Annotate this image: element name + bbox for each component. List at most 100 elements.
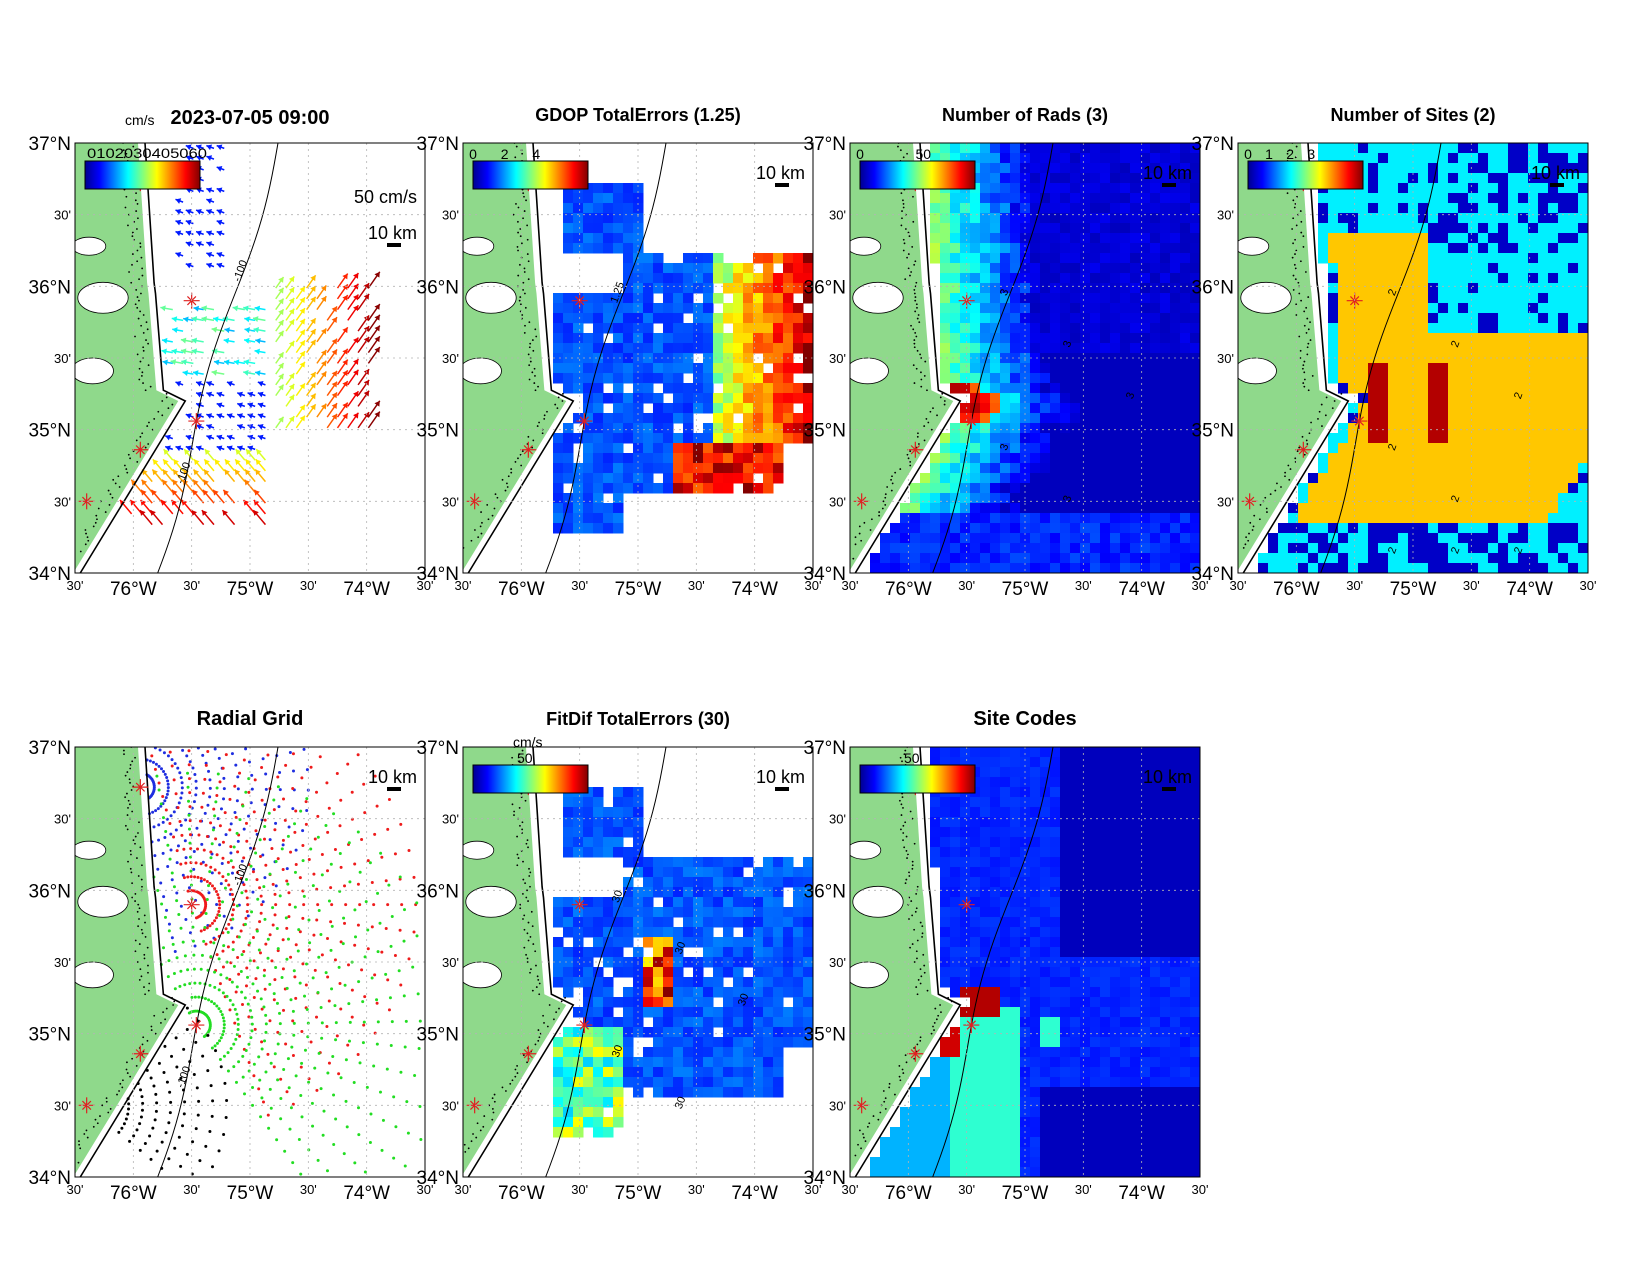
coast-dot — [911, 246, 914, 248]
grid-cell — [1070, 333, 1081, 344]
grid-cell — [733, 303, 744, 314]
radial-dot — [188, 791, 192, 795]
grid-cell — [1428, 463, 1439, 474]
radial-dot — [262, 1005, 266, 1009]
grid-cell — [1130, 453, 1141, 464]
grid-cell — [950, 143, 961, 154]
grid-cell — [1358, 223, 1369, 234]
grid-cell — [1090, 323, 1101, 334]
grid-cell — [1140, 193, 1151, 204]
grid-cell — [1448, 413, 1459, 424]
radial-dot — [215, 927, 219, 931]
grid-cell — [663, 423, 674, 434]
grid-cell — [1548, 223, 1559, 234]
grid-cell — [1110, 233, 1121, 244]
grid-cell — [613, 183, 624, 194]
grid-cell — [1368, 563, 1379, 573]
radial-dot — [166, 789, 170, 793]
grid-cell — [563, 213, 574, 224]
radial-dot — [215, 1041, 219, 1045]
radial-dot — [263, 1039, 267, 1043]
radial-dot — [241, 1002, 245, 1006]
radial-dot — [165, 908, 169, 912]
grid-cell — [1498, 563, 1509, 573]
grid-cell — [1090, 363, 1101, 374]
grid-cell — [723, 313, 734, 324]
grid-cell — [950, 513, 961, 524]
grid-cell — [1030, 203, 1041, 214]
grid-cell — [1558, 423, 1569, 434]
grid-cell — [1100, 503, 1111, 514]
radial-dot — [261, 900, 265, 904]
grid-cell — [1030, 253, 1041, 264]
grid-cell — [613, 313, 624, 324]
radial-dot — [192, 867, 196, 871]
radial-dot — [236, 1022, 240, 1026]
grid-cell — [1190, 553, 1200, 564]
radial-dot — [276, 775, 280, 779]
vector-head — [331, 317, 337, 323]
grid-cell — [1170, 273, 1181, 284]
grid-cell — [1020, 233, 1031, 244]
grid-cell — [1468, 193, 1479, 204]
grid-cell — [1160, 563, 1171, 573]
grid-cell — [643, 293, 654, 304]
grid-cell — [1498, 303, 1509, 314]
grid-cell — [1070, 153, 1081, 164]
grid-cell — [1328, 243, 1339, 254]
grid-cell — [1418, 393, 1429, 404]
grid-cell — [1040, 203, 1051, 214]
grid-cell — [563, 493, 574, 504]
grid-cell — [593, 213, 604, 224]
grid-cell — [1508, 443, 1519, 454]
grid-cell — [1508, 153, 1519, 164]
radial-dot — [222, 797, 226, 801]
radial-dot — [217, 871, 221, 875]
grid-cell — [970, 293, 981, 304]
grid-cell — [1438, 283, 1449, 294]
grid-cell — [1488, 333, 1499, 344]
grid-cell — [753, 363, 764, 374]
grid-cell — [980, 443, 991, 454]
coast-dot — [882, 500, 885, 503]
radial-dot — [316, 903, 320, 907]
radial-dot — [183, 839, 187, 843]
coast-dot — [136, 228, 138, 230]
coast-dot — [134, 303, 137, 306]
radial-dot — [298, 930, 302, 934]
grid-cell — [1558, 543, 1569, 554]
grid-cell — [1130, 373, 1141, 384]
vector-head — [310, 372, 316, 378]
grid-cell — [623, 433, 634, 444]
grid-cell — [1140, 213, 1151, 224]
vector-head — [183, 316, 189, 323]
grid-cell — [1408, 543, 1419, 554]
grid-cell — [1408, 513, 1419, 524]
grid-cell — [623, 193, 634, 204]
grid-cell — [713, 273, 724, 284]
coast-dot — [1233, 561, 1235, 563]
grid-cell — [1060, 373, 1071, 384]
grid-cell — [1418, 183, 1429, 194]
radial-dot — [273, 1052, 277, 1056]
grid-cell — [1070, 563, 1081, 573]
latitude-label: 34°N — [1192, 564, 1234, 585]
grid-cell — [1558, 153, 1569, 164]
radial-dot — [209, 850, 213, 854]
grid-cell — [1328, 373, 1339, 384]
grid-cell — [1378, 153, 1389, 164]
grid-cell — [1050, 293, 1061, 304]
radial-dot — [236, 871, 240, 875]
grid-cell — [1508, 423, 1519, 434]
grid-cell — [1448, 153, 1459, 164]
vector-head — [196, 402, 202, 409]
grid-cell — [1398, 353, 1409, 364]
grid-cell — [1160, 213, 1171, 224]
grid-cell — [970, 213, 981, 224]
grid-cell — [950, 473, 961, 484]
grid-cell — [683, 463, 694, 474]
vector-head — [310, 275, 316, 282]
grid-cell — [1398, 243, 1409, 254]
grid-cell — [563, 423, 574, 434]
vector-head — [224, 469, 230, 476]
